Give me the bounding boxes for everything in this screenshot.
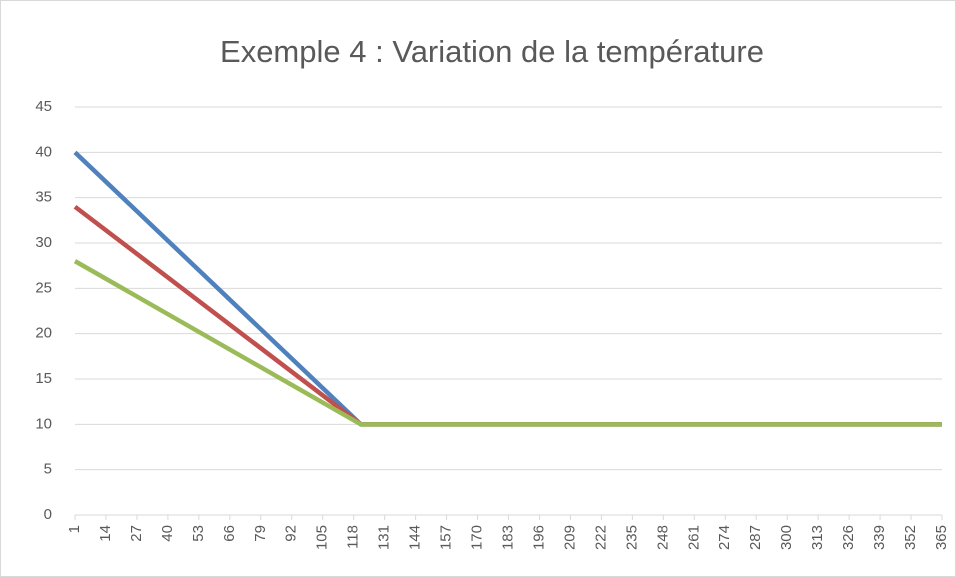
x-tick-label: 170	[469, 525, 486, 550]
x-tick-label: 326	[840, 525, 857, 550]
x-tick-label: 248	[654, 525, 671, 550]
y-tick-label: 40	[35, 143, 52, 160]
x-tick-label: 66	[221, 525, 238, 542]
x-tick-label: 235	[623, 525, 640, 550]
series-line	[73, 259, 942, 427]
x-tick-label: 131	[376, 525, 393, 550]
x-tick-label: 300	[778, 525, 795, 550]
x-tick-label: 27	[128, 525, 145, 542]
x-tick-label: 261	[685, 525, 702, 550]
x-tick-label: 222	[592, 525, 609, 550]
x-tick-label: 339	[871, 525, 888, 550]
x-tick-label: 274	[716, 525, 733, 550]
y-tick-label: 30	[35, 234, 52, 251]
y-tick-label: 25	[35, 279, 52, 296]
y-tick-label: 45	[35, 98, 52, 115]
x-tick-label: 196	[530, 525, 547, 550]
x-tick-label: 14	[97, 525, 114, 542]
x-tick-label: 157	[438, 525, 455, 550]
y-tick-label: 15	[35, 370, 52, 387]
x-tick-label: 144	[407, 525, 424, 550]
y-tick-label: 10	[35, 415, 52, 432]
chart-title: Exemple 4 : Variation de la température	[220, 34, 764, 69]
x-tick-label: 92	[283, 525, 300, 542]
x-tick-label: 40	[159, 525, 176, 542]
x-tick-label: 352	[902, 525, 919, 550]
x-tick-label: 365	[933, 525, 950, 550]
x-tick-label: 105	[314, 525, 331, 550]
y-tick-label: 5	[44, 461, 52, 478]
x-tick-label: 1	[66, 525, 83, 533]
x-tick-label: 53	[190, 525, 207, 542]
y-tick-label: 20	[35, 325, 52, 342]
y-tick-label: 0	[44, 506, 52, 523]
x-tick-label: 287	[747, 525, 764, 550]
x-tick-label: 79	[252, 525, 269, 542]
x-tick-label: 183	[499, 525, 516, 550]
x-tick-label: 313	[809, 525, 826, 550]
x-tick-label: 118	[345, 525, 362, 549]
x-tick-label: 209	[561, 525, 578, 550]
y-tick-label: 35	[35, 189, 52, 206]
